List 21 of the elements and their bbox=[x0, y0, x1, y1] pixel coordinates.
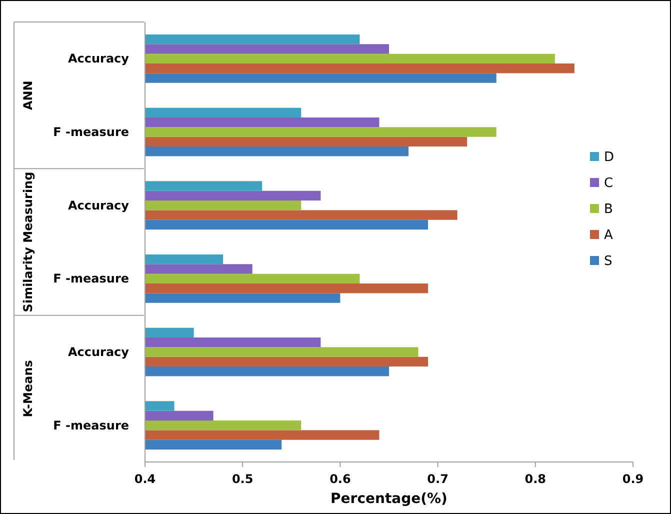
y-tick-label: F -measure bbox=[53, 125, 129, 139]
x-tick-label: 0.6 bbox=[330, 472, 351, 486]
text: ANN bbox=[21, 80, 35, 110]
y-tick-label: F -measure bbox=[53, 418, 129, 432]
legend-label: D bbox=[604, 150, 614, 165]
y-tick-label: Accuracy bbox=[68, 52, 130, 66]
legend-label: B bbox=[604, 202, 613, 217]
text: Similarity Measuring bbox=[21, 172, 35, 312]
x-tick-label: 0.9 bbox=[622, 472, 644, 486]
legend-label: C bbox=[604, 176, 614, 191]
y-tick-label: F -measure bbox=[53, 272, 129, 286]
y-tick-label: Accuracy bbox=[68, 198, 130, 212]
x-tick-label: 0.5 bbox=[232, 472, 254, 486]
legend-label: S bbox=[604, 254, 612, 269]
x-tick-label: 0.7 bbox=[427, 472, 448, 486]
text: K-Means bbox=[21, 360, 35, 418]
x-tick-label: 0.4 bbox=[134, 472, 156, 486]
y-tick-label: Accuracy bbox=[68, 345, 130, 359]
legend-label: A bbox=[604, 228, 613, 243]
x-axis-title: Percentage(%) bbox=[330, 491, 448, 507]
x-tick-label: 0.8 bbox=[524, 472, 546, 486]
